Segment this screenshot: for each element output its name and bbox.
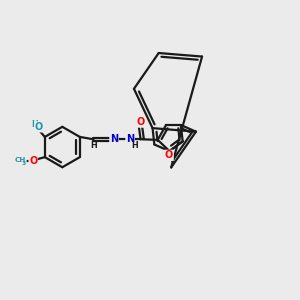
Text: O: O bbox=[29, 156, 37, 166]
Text: 3: 3 bbox=[22, 161, 26, 166]
Text: O: O bbox=[136, 117, 145, 127]
Text: O: O bbox=[165, 150, 173, 160]
Text: O: O bbox=[35, 122, 43, 132]
Text: N: N bbox=[126, 134, 134, 144]
Text: N: N bbox=[110, 134, 118, 144]
Text: H: H bbox=[131, 141, 138, 150]
Text: H: H bbox=[91, 141, 98, 150]
Text: H: H bbox=[32, 120, 38, 129]
Text: CH: CH bbox=[15, 158, 26, 164]
